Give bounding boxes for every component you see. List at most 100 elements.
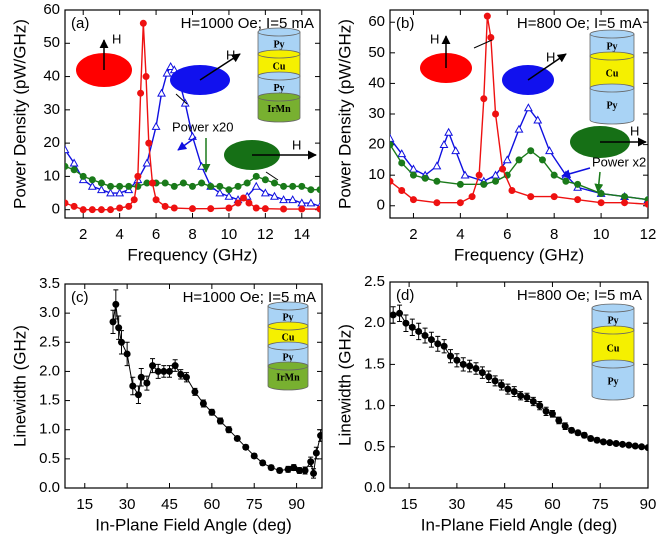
marker — [65, 162, 69, 170]
marker — [142, 158, 152, 167]
x-tick-label: 2 — [79, 226, 87, 243]
insets: H H H Power x20 H H H Power x2 — [76, 31, 647, 193]
marker — [515, 156, 523, 164]
pointer — [594, 171, 604, 193]
marker — [499, 165, 507, 173]
x-tick-label: 30 — [449, 496, 466, 513]
marker — [487, 34, 495, 42]
y-tick-label: 30 — [43, 101, 60, 118]
marker — [148, 179, 156, 187]
panel-label: (b) — [396, 15, 414, 32]
x-tick-label: 4 — [115, 226, 123, 243]
y-tick-label: 2.5 — [39, 333, 60, 350]
marker — [478, 369, 486, 377]
marker — [149, 362, 157, 370]
marker — [109, 318, 117, 326]
marker — [260, 188, 270, 197]
marker — [162, 68, 172, 77]
marker — [439, 139, 449, 148]
y-tick-label: 2.0 — [39, 362, 60, 379]
y-axis-label: Power Density (pW/GHz) — [10, 19, 29, 209]
marker — [243, 179, 251, 187]
marker — [152, 196, 160, 204]
marker — [472, 365, 480, 373]
marker — [545, 146, 554, 155]
marker — [145, 139, 153, 147]
y-tick-label: 1.5 — [39, 392, 60, 409]
marker — [402, 319, 410, 327]
panel-label: (c) — [71, 289, 89, 306]
marker — [112, 300, 120, 308]
marker — [161, 202, 169, 210]
marker — [298, 182, 306, 190]
y-tick-label: 3.0 — [39, 304, 60, 321]
y-tick-label: 1.0 — [39, 421, 60, 438]
marker — [79, 206, 87, 214]
x-tick-label: 4 — [456, 226, 464, 243]
pointer — [177, 136, 197, 151]
series-group — [390, 12, 648, 208]
marker — [529, 397, 537, 405]
layer-label: Py — [273, 39, 284, 50]
marker — [70, 166, 78, 174]
marker — [606, 439, 614, 447]
marker — [280, 182, 288, 190]
marker — [125, 202, 133, 210]
layer-body — [591, 363, 635, 401]
panel-label: (a) — [71, 15, 89, 32]
series-group — [65, 19, 320, 214]
marker — [125, 182, 133, 190]
marker — [107, 206, 115, 214]
marker — [307, 458, 315, 466]
marker — [307, 186, 315, 194]
marker — [536, 402, 544, 410]
marker — [216, 182, 224, 190]
marker — [312, 449, 320, 457]
marker — [574, 429, 582, 437]
marker — [106, 188, 115, 197]
layer-top — [257, 71, 301, 81]
layer-label: Py — [606, 100, 617, 111]
marker — [317, 432, 322, 440]
panel-title: H=800 Oe; I=5 mA — [517, 15, 642, 32]
layer-label: Py — [282, 312, 293, 323]
layer-top — [589, 51, 635, 61]
marker — [409, 171, 417, 179]
marker — [65, 199, 69, 207]
marker — [115, 324, 123, 332]
y-tick-label: 10 — [43, 167, 60, 184]
marker — [276, 467, 284, 475]
layer-top — [267, 361, 309, 371]
plot-frame — [64, 283, 323, 489]
marker — [165, 367, 173, 375]
marker — [514, 124, 524, 133]
marker — [129, 382, 137, 390]
marker — [270, 179, 278, 187]
marker — [597, 190, 605, 198]
marker — [96, 185, 106, 194]
marker — [316, 205, 320, 213]
x-tick-label: 45 — [496, 496, 513, 513]
y-tick-label: 0.5 — [39, 450, 60, 467]
layer-label: Cu — [607, 343, 620, 354]
layer-top — [257, 27, 301, 37]
pointer — [175, 93, 188, 105]
marker — [599, 438, 607, 446]
x-tick-label: 14 — [293, 226, 310, 243]
plot-frame — [389, 281, 649, 489]
marker — [587, 435, 595, 443]
marker — [208, 408, 216, 416]
marker — [409, 196, 417, 204]
marker — [280, 205, 288, 213]
marker — [619, 440, 627, 448]
marker — [456, 180, 464, 188]
marker — [107, 182, 115, 190]
y-tick-label: 40 — [368, 74, 385, 91]
marker — [65, 145, 70, 154]
field-label: H — [546, 49, 555, 64]
field-arrow — [527, 53, 567, 81]
marker — [79, 172, 87, 180]
layer-label: Py — [606, 41, 617, 52]
marker — [316, 186, 320, 194]
